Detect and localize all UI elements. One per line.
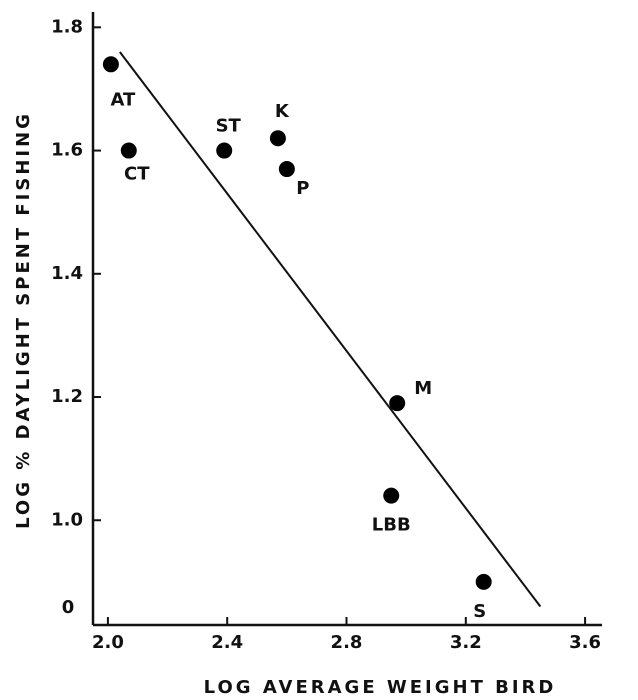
y-axis-title: LOG % DAYLIGHT SPENT FISHING — [13, 111, 34, 529]
point-label: LBB — [372, 515, 411, 536]
point — [475, 573, 492, 590]
point-label: P — [296, 178, 309, 199]
point — [102, 56, 119, 73]
point-label: CT — [124, 164, 150, 185]
point — [120, 142, 137, 159]
x-tick-label: 2.4 — [211, 632, 243, 653]
y-tick-label: 1.8 — [51, 16, 83, 37]
x-tick-label: 3.6 — [569, 632, 601, 653]
point — [269, 130, 286, 147]
point-label: M — [414, 378, 432, 399]
point-label: ST — [216, 116, 242, 137]
point — [389, 395, 406, 412]
x-tick-label: 3.2 — [450, 632, 482, 653]
y-tick-label: 1.4 — [51, 263, 83, 284]
y-tick-label: 1.6 — [51, 140, 83, 161]
point-label: AT — [110, 89, 136, 110]
y-tick-label: 1.0 — [51, 509, 83, 530]
point-label: K — [275, 101, 290, 122]
point — [278, 161, 295, 178]
point — [383, 487, 400, 504]
x-tick-label: 2.0 — [92, 632, 124, 653]
fit-line — [119, 51, 542, 608]
x-tick-label: 2.8 — [331, 632, 363, 653]
y-tick-label: 1.2 — [51, 386, 83, 407]
x-axis-title: LOG AVERAGE WEIGHT BIRD — [204, 677, 557, 698]
point — [216, 142, 233, 159]
point-label: S — [473, 601, 486, 622]
y-origin-label: 0 — [62, 597, 75, 618]
